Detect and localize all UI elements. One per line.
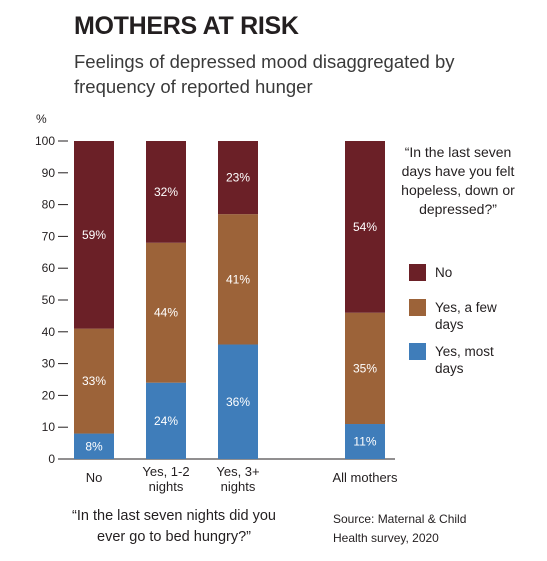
bar-segment <box>345 141 385 313</box>
y-tick-label: 50 <box>42 293 56 307</box>
bar-value-label: 11% <box>353 435 376 449</box>
bar-segment <box>74 433 114 459</box>
x-category-label: Yes, 1-2 <box>142 464 189 479</box>
legend-label-yes-few-days: Yes, a few days <box>435 300 497 332</box>
source-note: Source: Maternal & Child Health survey, … <box>333 512 467 545</box>
y-tick-label: 90 <box>42 166 56 180</box>
legend-swatch-yes-few-days <box>409 299 426 316</box>
bar-segment <box>146 141 186 243</box>
chart-title: MOTHERS AT RISK <box>74 12 299 40</box>
legend-label-no: No <box>435 265 453 280</box>
x-category-label: No <box>86 470 103 485</box>
y-tick-label: 10 <box>42 420 56 434</box>
legend-swatch-yes-most-days <box>409 343 426 360</box>
legend-label-yes-most-days: Yes, most days <box>435 344 494 376</box>
y-tick-label: 40 <box>42 325 56 339</box>
y-tick-label: 0 <box>48 452 55 466</box>
bar-segment <box>218 141 258 215</box>
y-tick-label: 60 <box>42 261 56 275</box>
bar-segment <box>146 242 186 383</box>
y-tick-label: 100 <box>35 134 55 148</box>
bar-value-label: 23% <box>226 171 250 185</box>
bar-value-label: 41% <box>226 272 250 286</box>
y-axis-unit-label: % <box>36 112 47 126</box>
bar-value-label: 24% <box>154 414 178 428</box>
bar-value-label: 35% <box>353 361 377 375</box>
legend-item-no: No <box>409 264 517 281</box>
hunger-question-note: “In the last seven nights did you ever g… <box>72 508 276 545</box>
x-category-label: nights <box>149 479 184 494</box>
x-category-label: nights <box>221 479 256 494</box>
y-tick-label: 80 <box>42 198 56 212</box>
legend-item-yes-most-days: Yes, most days <box>409 343 517 377</box>
y-tick-label: 30 <box>42 357 56 371</box>
bar-value-label: 33% <box>82 374 106 388</box>
chart-subtitle: Feelings of depressed mood disaggregated… <box>74 51 455 97</box>
bar-segment <box>218 344 258 459</box>
x-category-label: Yes, 3+ <box>216 464 259 479</box>
bar-value-label: 36% <box>226 395 250 409</box>
bar-value-label: 32% <box>154 185 178 199</box>
bar-segment <box>74 141 114 329</box>
bar-segment <box>146 382 186 459</box>
bars: 8% 33% 59% 24% 44% 32% 36% 41% 23% 11% 35% 54% <box>74 141 385 459</box>
legend-swatch-no <box>409 264 426 281</box>
legend-item-yes-few-days: Yes, a few days <box>409 299 517 333</box>
bar-value-label: 8% <box>85 439 103 453</box>
y-tick-label: 20 <box>42 388 56 402</box>
bar-segment <box>345 424 385 459</box>
y-tick-label: 70 <box>42 229 56 243</box>
bar-segment <box>74 328 114 434</box>
bar-value-label: 54% <box>353 220 377 234</box>
bar-segment <box>345 312 385 425</box>
legend-question: “In the last seven days have you felt ho… <box>401 144 515 217</box>
bar-segment <box>218 214 258 345</box>
x-category-label: All mothers <box>332 470 398 485</box>
bar-value-label: 44% <box>154 306 178 320</box>
bar-value-label: 59% <box>82 228 106 242</box>
